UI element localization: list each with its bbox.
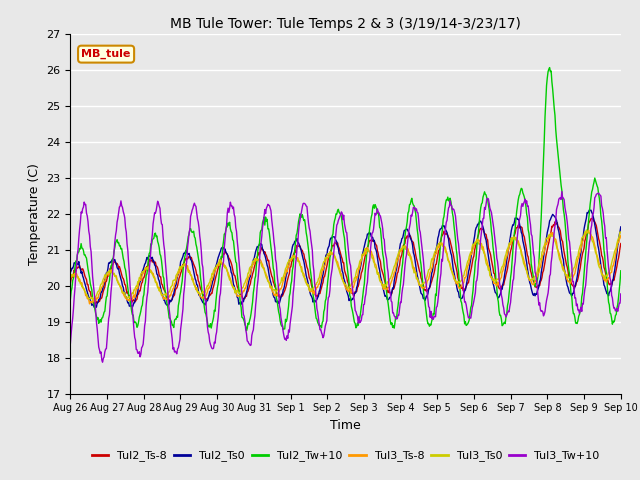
X-axis label: Time: Time bbox=[330, 419, 361, 432]
Y-axis label: Temperature (C): Temperature (C) bbox=[28, 163, 41, 264]
Text: MB_tule: MB_tule bbox=[81, 49, 131, 59]
Legend: Tul2_Ts-8, Tul2_Ts0, Tul2_Tw+10, Tul3_Ts-8, Tul3_Ts0, Tul3_Tw+10: Tul2_Ts-8, Tul2_Ts0, Tul2_Tw+10, Tul3_Ts… bbox=[87, 446, 604, 466]
Title: MB Tule Tower: Tule Temps 2 & 3 (3/19/14-3/23/17): MB Tule Tower: Tule Temps 2 & 3 (3/19/14… bbox=[170, 17, 521, 31]
